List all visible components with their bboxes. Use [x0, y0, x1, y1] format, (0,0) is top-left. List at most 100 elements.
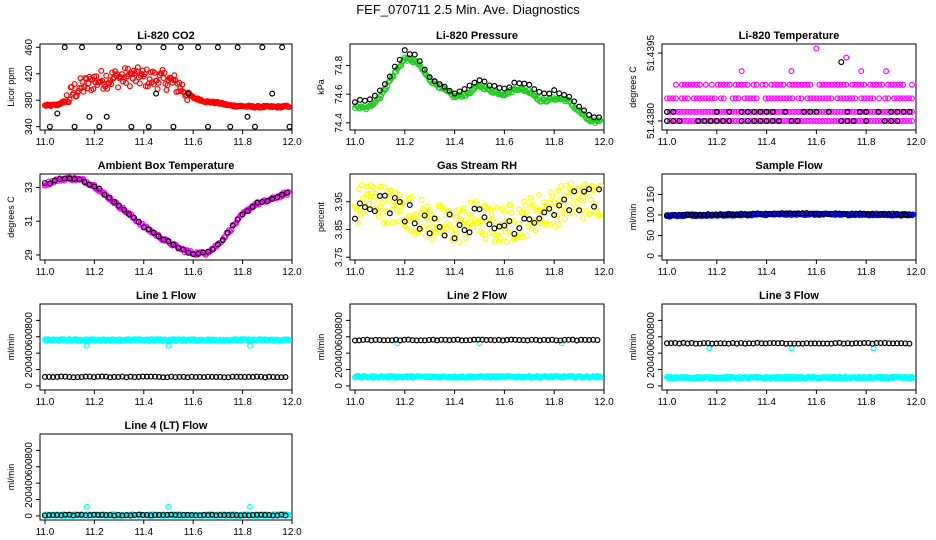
flow-point-black	[779, 210, 786, 217]
temp-level-point	[837, 81, 844, 88]
rh-point	[375, 213, 382, 220]
rh-point-black	[576, 207, 583, 214]
series-point-black	[244, 208, 251, 215]
rh-point	[508, 209, 515, 216]
temp-black-point	[769, 117, 776, 124]
flow-point-black	[180, 373, 187, 380]
flow-point-black	[791, 340, 798, 347]
x-tick-label: 11.8	[545, 137, 564, 148]
temp-level-point	[798, 95, 805, 102]
series-point	[476, 82, 483, 89]
series-point-black	[160, 236, 167, 243]
y-tick-label: 29	[24, 249, 35, 261]
chart-panel-9: Line 3 Flow ml/min 11.0 11.2 11.4 11.6 11.8 12.…	[628, 290, 926, 408]
data-layer	[663, 339, 916, 382]
rh-point-black	[461, 227, 468, 234]
temp-level-point	[768, 81, 775, 88]
flow-point-black	[783, 210, 790, 217]
flow-point-black	[725, 210, 732, 217]
temp-level-point	[732, 95, 739, 102]
flow-point-black	[906, 211, 913, 218]
co2-point	[164, 82, 171, 89]
temp-black-point	[757, 108, 764, 115]
rh-point	[421, 209, 428, 216]
co2-black-point	[71, 123, 78, 130]
flow-point-black	[135, 373, 142, 380]
flow-point-black	[577, 336, 584, 343]
temp-level-point	[684, 117, 691, 124]
temp-level-point	[807, 95, 814, 102]
co2-point	[108, 81, 115, 88]
series-point-black	[170, 241, 177, 248]
y-tick-label: 380	[24, 91, 35, 108]
flow-point-black	[139, 512, 146, 519]
series-point-black	[150, 229, 157, 236]
data-layer	[663, 45, 916, 124]
temp-level-point	[804, 108, 811, 115]
co2-point	[160, 75, 167, 82]
co2-black-point	[160, 44, 167, 51]
flow-point-black	[536, 337, 543, 344]
rh-point	[365, 200, 372, 207]
data-layer	[41, 503, 292, 519]
temp-level-point	[696, 81, 703, 88]
flow-point-black	[62, 511, 69, 518]
flow-point-black	[41, 512, 48, 519]
temp-black-point	[875, 108, 882, 115]
temp-level-point	[831, 81, 838, 88]
flow-point-black	[680, 339, 687, 346]
flow-point-black	[41, 373, 48, 380]
co2-point	[73, 93, 80, 100]
temp-level-point	[873, 81, 880, 88]
plot-frame	[661, 303, 917, 391]
flow-point-black	[413, 337, 420, 344]
flow-point-black	[66, 511, 73, 518]
temp-level-point	[903, 95, 910, 102]
temp-level-point	[726, 81, 733, 88]
temp-black-point	[888, 117, 895, 124]
data-layer	[351, 180, 604, 245]
y-tick-label: 800	[24, 312, 35, 329]
flow-point-black	[196, 373, 203, 380]
x-tick-label: 11.2	[395, 267, 414, 278]
flow-point-black	[836, 339, 843, 346]
y-tick-label: 3.85	[334, 219, 345, 239]
series-point-black	[466, 82, 473, 89]
flow-point-black	[205, 373, 212, 380]
co2-point	[144, 83, 151, 90]
rh-point-black	[361, 204, 368, 211]
rh-point	[592, 200, 599, 207]
flow-point-black	[742, 211, 749, 218]
x-tick-label: 12.0	[594, 267, 614, 278]
series-point-black	[269, 195, 276, 202]
rh-point-black	[501, 222, 508, 229]
flow-point-black	[713, 211, 720, 218]
y-axis-label: ml/min	[6, 464, 16, 491]
flow-point	[286, 512, 292, 519]
series-point-black	[546, 90, 553, 97]
flow-point-black	[192, 373, 199, 380]
temp-level-point	[699, 95, 706, 102]
rh-point-black	[406, 202, 413, 209]
temp-level-point	[855, 81, 862, 88]
temp-level-point	[858, 81, 865, 88]
co2-point	[98, 67, 105, 74]
temp-black-point	[707, 117, 714, 124]
temp-black-point	[844, 117, 851, 124]
co2-point	[103, 72, 110, 79]
x-tick-label: 11.0	[36, 527, 55, 538]
rh-point	[407, 227, 414, 234]
series-point-black	[264, 197, 271, 204]
co2-point	[66, 96, 73, 103]
flow-point-black	[62, 373, 69, 380]
series-point-black	[421, 66, 428, 73]
rh-point	[549, 193, 556, 200]
temp-level-point	[741, 117, 748, 124]
temp-level-point	[708, 95, 715, 102]
series-point-black	[561, 91, 568, 98]
flow-point-black	[869, 340, 876, 347]
flow-point-black	[553, 337, 560, 344]
rh-point-black	[351, 215, 358, 222]
temp-level-point	[837, 95, 844, 102]
flow-point-black	[672, 212, 679, 219]
